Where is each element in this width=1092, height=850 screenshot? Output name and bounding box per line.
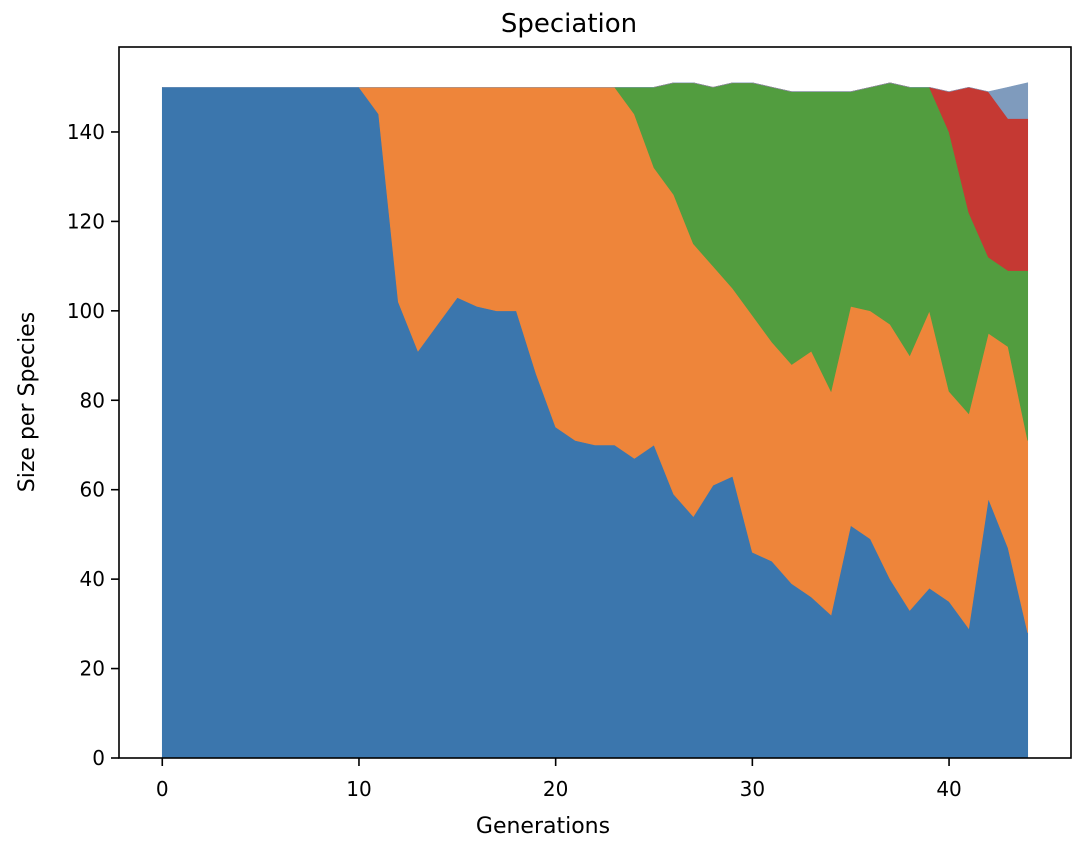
plot-area: [161, 82, 1029, 759]
plot-frame: [118, 46, 1072, 759]
series-area-5: [162, 82, 1029, 119]
x-tick-label: 0: [156, 777, 169, 801]
y-axis-label: Size per Species: [15, 312, 40, 492]
x-tick-label: 30: [740, 777, 765, 801]
y-tick-label: 140: [67, 120, 105, 144]
x-tick-label: 10: [346, 777, 371, 801]
y-axis-ticks: 0 20 40 60 80 100 120 140: [67, 120, 119, 770]
y-tick-label: 100: [67, 299, 105, 323]
y-tick-label: 120: [67, 209, 105, 233]
x-axis-label: Generations: [476, 814, 610, 839]
y-tick-label: 40: [80, 567, 105, 591]
x-axis-ticks: 0 10 20 30 40: [156, 758, 962, 801]
y-tick-label: 20: [80, 657, 105, 681]
y-tick-label: 80: [80, 388, 105, 412]
x-tick-label: 40: [936, 777, 961, 801]
y-tick-label: 60: [80, 478, 105, 502]
y-tick-label: 0: [92, 746, 105, 770]
x-tick-label: 20: [543, 777, 568, 801]
chart-title: Speciation: [501, 9, 637, 39]
